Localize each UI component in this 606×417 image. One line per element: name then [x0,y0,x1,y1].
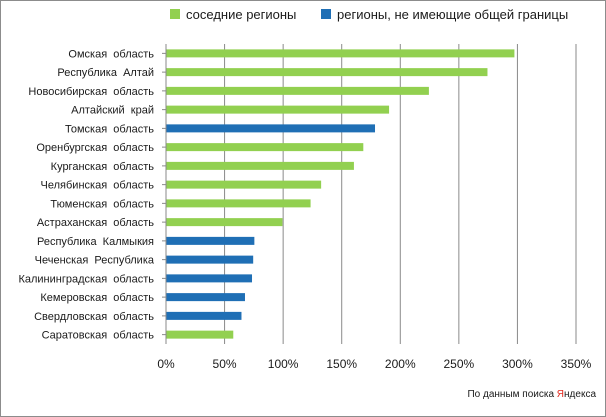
category-label: Кемеровская область [40,292,154,304]
bar [166,143,364,152]
category-label: Омская область [68,48,154,60]
legend-label-non-neighbor: регионы, не имеющие общей границы [337,6,569,22]
x-tick-label: 350% [561,357,592,371]
x-tick-label: 300% [502,357,533,371]
bar [166,274,253,283]
bar [166,199,311,208]
category-label: Астраханская область [37,217,154,229]
x-tick-label: 200% [385,357,416,371]
x-tick-label: 250% [444,357,475,371]
legend-item-non-neighbor: регионы, не имеющие общей границы [321,6,568,22]
source-brand-rest: ндекса [564,389,596,400]
legend-swatch-non-neighbor [321,9,331,19]
bar [166,255,254,264]
source-brand-letter: Я [556,389,565,400]
category-label: Республика Калмыкия [37,236,154,248]
category-label: Чеченская Республика [35,255,155,267]
category-label: Калининградская область [18,273,154,285]
x-tick-label: 100% [268,357,299,371]
category-label: Новосибирская область [28,86,154,98]
source-note: По данным поиска Яндекса [467,389,596,400]
category-label: Оренбургская область [36,142,154,154]
bar [166,49,515,58]
bar [166,293,245,302]
legend-swatch-neighbor [170,9,180,19]
bar [166,86,429,95]
source-prefix: По данным поиска [467,389,557,400]
category-label: Челябинская область [41,180,155,192]
bar [166,218,283,227]
bar [166,161,354,170]
category-label: Алтайский край [71,105,154,117]
legend-item-neighbor: соседние регионы [170,6,296,22]
bar [166,124,376,133]
bar [166,105,390,114]
bar [166,236,255,245]
category-label: Томская область [65,123,154,135]
legend-label-neighbor: соседние регионы [186,6,297,22]
x-tick-label: 50% [213,357,237,371]
x-tick-label: 150% [326,357,357,371]
x-tick-label: 0% [157,357,175,371]
category-label: Саратовская область [42,330,155,342]
bar [166,68,488,77]
category-label: Тюменская область [50,198,154,210]
bar [166,311,242,320]
bar [166,180,322,189]
category-label: Курганская область [51,161,155,173]
category-label: Свердловская область [34,311,154,323]
bar [166,330,234,339]
category-label: Республика Алтай [57,67,154,79]
